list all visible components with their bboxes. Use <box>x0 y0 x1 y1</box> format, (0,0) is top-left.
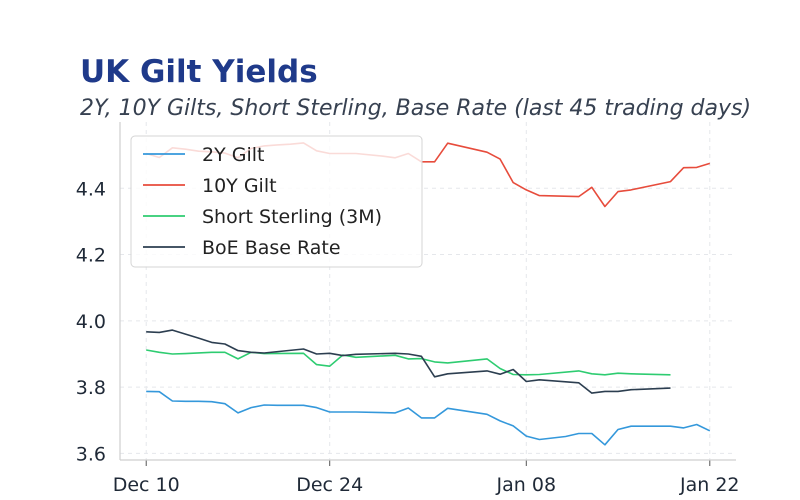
y-tick-label: 4.4 <box>76 178 106 200</box>
axes: 3.6 3.8 4.0 4.2 4.4 Dec 10 Dec 24 Jan 08 Jan 22 <box>76 122 740 496</box>
legend-label-2y-gilt: 2Y Gilt <box>202 144 264 166</box>
legend-label-boe-base-rate: BoE Base Rate <box>202 237 341 259</box>
series-line-boe-base-rate <box>146 329 671 394</box>
y-tick-label: 3.8 <box>76 377 106 399</box>
legend: 2Y Gilt 10Y Gilt Short Sterling (3M) BoE Ba… <box>130 135 423 268</box>
legend-box <box>130 135 423 268</box>
x-tick-label: Dec 24 <box>296 474 363 496</box>
x-tick-label: Jan 22 <box>679 474 740 496</box>
y-tick-label: 4.0 <box>76 311 106 333</box>
chart-title: UK Gilt Yields <box>80 54 318 90</box>
chart-subtitle: 2Y, 10Y Gilts, Short Sterling, Base Rate… <box>80 96 752 121</box>
series-line-short-sterling-3m <box>146 349 671 376</box>
legend-label-short-sterling-3m: Short Sterling (3M) <box>202 206 382 228</box>
x-tick-label: Dec 10 <box>113 474 180 496</box>
y-tick-label: 3.6 <box>76 443 106 465</box>
x-tick-label: Jan 08 <box>496 474 557 496</box>
legend-label-10y-gilt: 10Y Gilt <box>202 175 277 197</box>
grid <box>120 122 736 460</box>
y-tick-label: 4.2 <box>76 245 106 267</box>
series-line-2y-gilt <box>146 390 711 446</box>
